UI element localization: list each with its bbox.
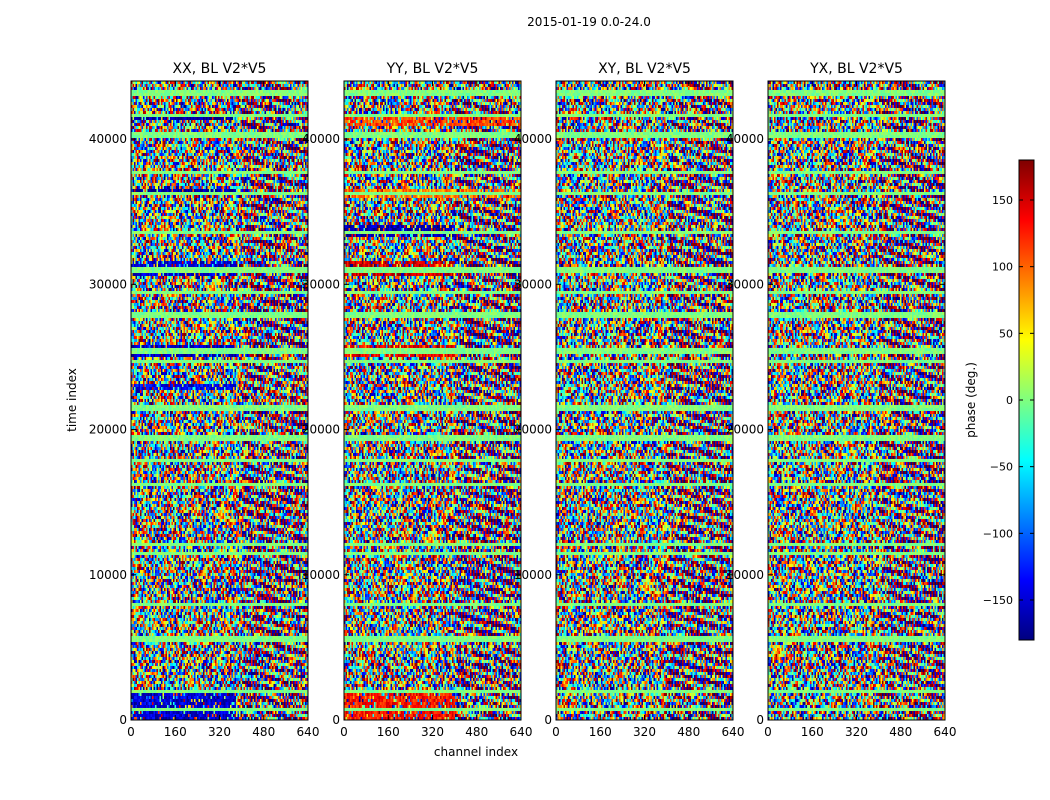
x-tick-label: 640 bbox=[297, 725, 320, 739]
y-tick-label: 40000 bbox=[302, 132, 340, 146]
y-tick-label: 40000 bbox=[89, 132, 127, 146]
y-tick-label: 20000 bbox=[514, 423, 552, 437]
x-tick-label: 480 bbox=[889, 725, 912, 739]
y-tick-label: 30000 bbox=[726, 277, 764, 291]
heatmap-image bbox=[131, 81, 308, 720]
y-tick-label: 20000 bbox=[302, 423, 340, 437]
colorbar-tick-label: 150 bbox=[992, 194, 1013, 207]
x-tick-label: 480 bbox=[677, 725, 700, 739]
heatmap-image bbox=[344, 81, 521, 720]
x-tick-label: 640 bbox=[510, 725, 533, 739]
x-tick-label: 0 bbox=[764, 725, 772, 739]
heatmap-image bbox=[556, 81, 733, 720]
colorbar-tick-label: −150 bbox=[983, 594, 1013, 607]
y-tick-label: 0 bbox=[119, 713, 127, 727]
x-tick-label: 640 bbox=[934, 725, 957, 739]
panel-title: YX, BL V2*V5 bbox=[809, 61, 903, 77]
y-tick-label: 10000 bbox=[302, 568, 340, 582]
heatmap-panels: XX, BL V2*V5 0 160 320 480 640 0 10000 20000 3000… bbox=[89, 61, 957, 739]
panel-yx: YX, BL V2*V5 0 160 320 480 640 0 10000 20000 3000… bbox=[726, 61, 957, 739]
panel-title: XY, BL V2*V5 bbox=[598, 61, 691, 77]
colorbar-tick-label: −50 bbox=[990, 461, 1013, 474]
y-tick-label: 10000 bbox=[514, 568, 552, 582]
y-tick-label: 30000 bbox=[514, 277, 552, 291]
x-tick-label: 320 bbox=[845, 725, 868, 739]
x-axis-label: channel index bbox=[434, 745, 518, 759]
y-tick-label: 10000 bbox=[89, 568, 127, 582]
panel-xy: XY, BL V2*V5 0 160 320 480 640 0 10000 20000 3000… bbox=[514, 61, 745, 739]
y-tick-label: 40000 bbox=[726, 132, 764, 146]
x-tick-label: 320 bbox=[208, 725, 231, 739]
x-tick-label: 0 bbox=[552, 725, 560, 739]
y-tick-label: 30000 bbox=[89, 277, 127, 291]
panel-title: XX, BL V2*V5 bbox=[173, 61, 267, 77]
x-tick-label: 0 bbox=[127, 725, 135, 739]
y-axis-label: time index bbox=[65, 368, 79, 432]
y-tick-label: 0 bbox=[544, 713, 552, 727]
y-tick-label: 20000 bbox=[89, 423, 127, 437]
x-tick-label: 160 bbox=[164, 725, 187, 739]
panel-title: YY, BL V2*V5 bbox=[386, 61, 479, 77]
colorbar-tick-label: 50 bbox=[999, 327, 1013, 340]
colorbar: −150 −100 −50 0 50 100 150 phase (deg.) bbox=[964, 159, 1035, 641]
heatmap-image bbox=[768, 81, 945, 720]
x-tick-label: 160 bbox=[589, 725, 612, 739]
figure-suptitle: 2015-01-19 0.0-24.0 bbox=[527, 15, 651, 29]
colorbar-tick-label: −100 bbox=[983, 527, 1013, 540]
x-tick-label: 480 bbox=[465, 725, 488, 739]
x-tick-label: 320 bbox=[633, 725, 656, 739]
y-tick-label: 20000 bbox=[726, 423, 764, 437]
colorbar-tick-label: 100 bbox=[992, 261, 1013, 274]
y-tick-label: 10000 bbox=[726, 568, 764, 582]
panel-yy: YY, BL V2*V5 0 160 320 480 640 0 10000 20000 3000… bbox=[302, 61, 533, 739]
colorbar-label: phase (deg.) bbox=[964, 362, 978, 438]
panel-xx: XX, BL V2*V5 0 160 320 480 640 0 10000 20000 3000… bbox=[89, 61, 320, 739]
x-tick-label: 640 bbox=[722, 725, 745, 739]
x-tick-label: 160 bbox=[377, 725, 400, 739]
x-tick-label: 0 bbox=[340, 725, 348, 739]
x-tick-label: 320 bbox=[421, 725, 444, 739]
x-tick-label: 480 bbox=[252, 725, 275, 739]
x-tick-label: 160 bbox=[801, 725, 824, 739]
y-tick-label: 0 bbox=[756, 713, 764, 727]
colorbar-tick-label: 0 bbox=[1006, 394, 1013, 407]
y-tick-label: 0 bbox=[332, 713, 340, 727]
y-tick-label: 40000 bbox=[514, 132, 552, 146]
y-tick-label: 30000 bbox=[302, 277, 340, 291]
